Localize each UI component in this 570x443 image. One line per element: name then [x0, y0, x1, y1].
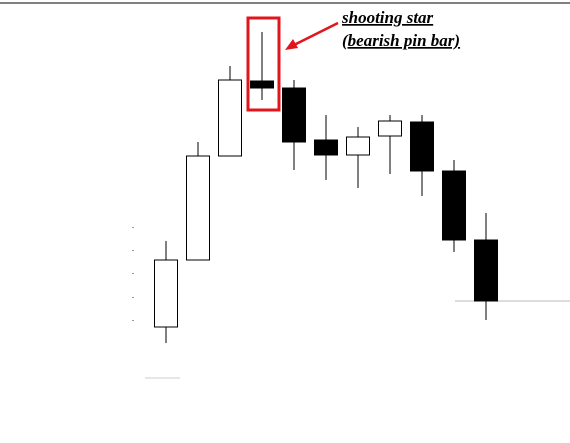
candle-body [154, 259, 178, 328]
candle-body [186, 155, 210, 261]
candle-body [218, 79, 242, 157]
highlight-box [246, 16, 281, 112]
candle-body [378, 120, 402, 137]
arrow-shaft [291, 21, 339, 48]
candle-body [282, 87, 306, 143]
annotation-line-1: shooting star [341, 8, 434, 27]
candle-body [314, 139, 338, 156]
axis-dots [132, 227, 134, 321]
candle-body [442, 170, 466, 241]
candle-body [346, 136, 370, 156]
candle-body [250, 80, 274, 89]
arrow-head [285, 39, 298, 50]
candle-body [410, 121, 434, 172]
candle-body [474, 239, 498, 302]
annotation-line-2: (bearish pin bar) [342, 31, 460, 50]
